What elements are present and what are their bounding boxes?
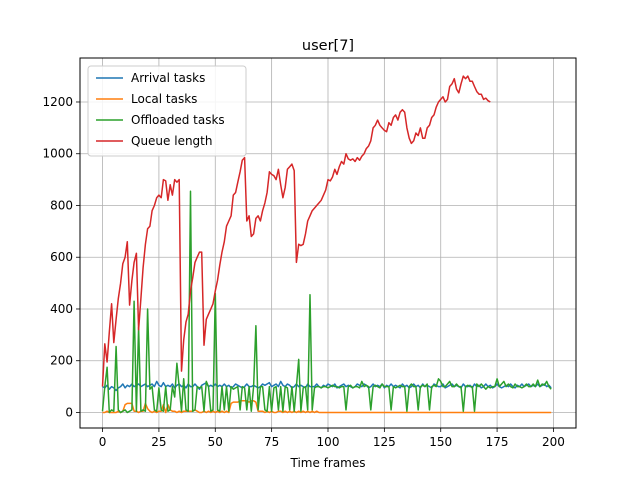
legend-label-queue-length: Queue length — [131, 134, 213, 148]
x-tick-label: 175 — [486, 435, 509, 449]
y-tick-label: 800 — [50, 198, 73, 212]
y-tick-label: 400 — [50, 302, 73, 316]
series-line-offloaded-tasks — [101, 190, 552, 414]
y-tick-label: 1200 — [42, 95, 73, 109]
axis-ticks: 0 25 50 75 100 125 150 175 200 0 200 400 600 800 1000 1… — [42, 95, 564, 449]
legend-label-offloaded-tasks: Offloaded tasks — [131, 113, 225, 127]
chart-title: user[7] — [302, 38, 354, 54]
y-tick-label: 1000 — [42, 147, 73, 161]
legend-label-arrival-tasks: Arrival tasks — [131, 71, 205, 85]
y-tick-label: 0 — [65, 405, 73, 419]
series-line-queue-length — [101, 75, 491, 387]
x-tick-label: 0 — [99, 435, 107, 449]
x-tick-label: 100 — [317, 435, 340, 449]
x-tick-label: 50 — [208, 435, 223, 449]
x-tick-label: 200 — [542, 435, 565, 449]
x-axis-label: Time frames — [289, 456, 365, 470]
x-tick-label: 75 — [264, 435, 279, 449]
y-tick-label: 600 — [50, 250, 73, 264]
legend: Arrival tasks Local tasks Offloaded tasks Q… — [87, 65, 247, 157]
y-tick-label: 200 — [50, 354, 73, 368]
series-lines — [101, 75, 552, 414]
x-tick-label: 150 — [429, 435, 452, 449]
legend-label-local-tasks: Local tasks — [131, 92, 197, 106]
x-tick-label: 125 — [373, 435, 396, 449]
x-tick-label: 25 — [151, 435, 166, 449]
series-line-local-tasks — [102, 400, 552, 414]
legend-box — [87, 65, 247, 157]
